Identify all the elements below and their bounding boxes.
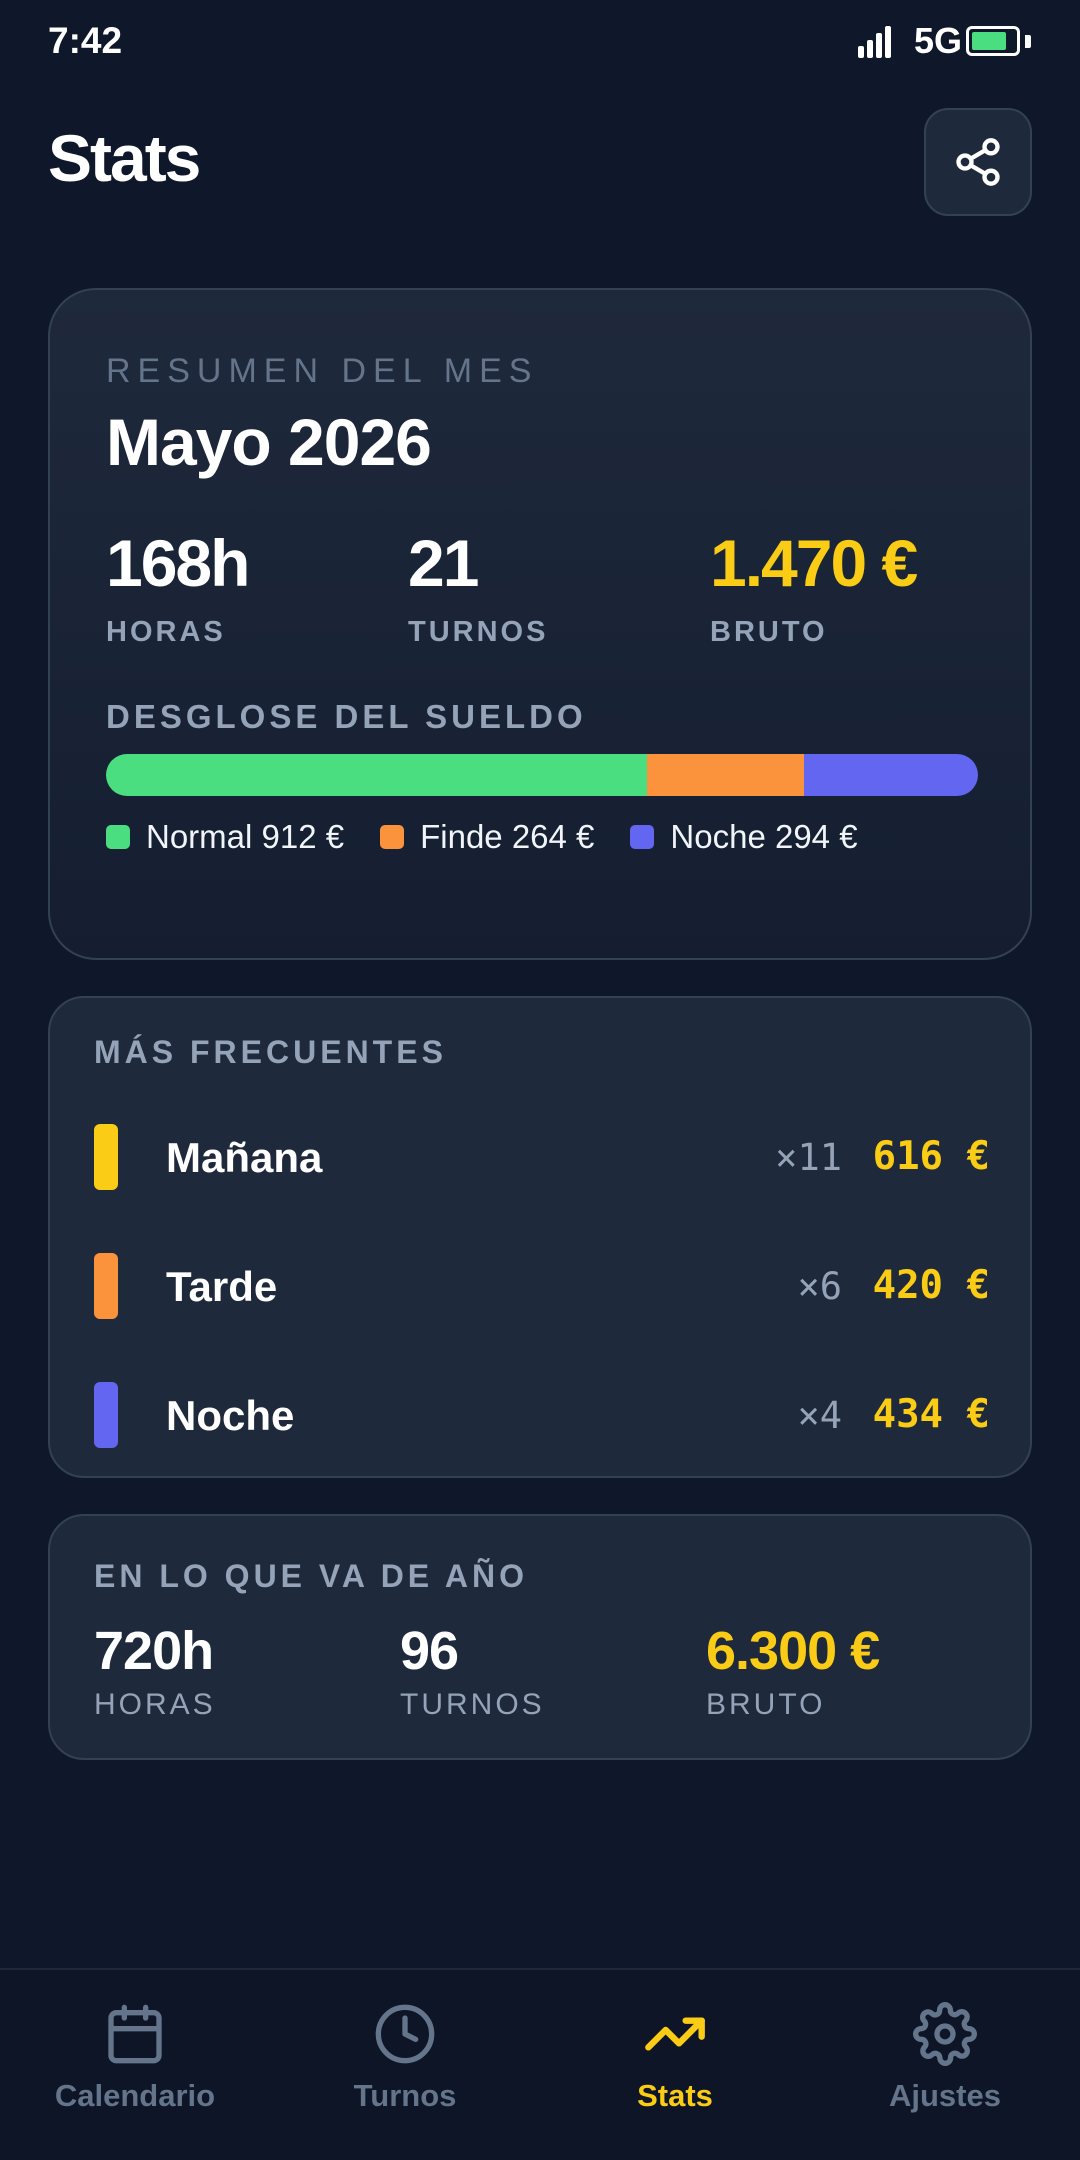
frequent-title: MÁS FRECUENTES	[94, 1034, 447, 1070]
legend-item-night: Noche 294 €	[630, 818, 858, 856]
year-summary-card: EN LO QUE VA DE AÑO 720h HORAS 96 TURNOS…	[48, 1514, 1032, 1760]
legend-label: Normal 912 €	[146, 818, 345, 855]
stat-label: HORAS	[94, 1688, 216, 1721]
stat-label: HORAS	[106, 616, 226, 648]
status-bar: 7:42 5G	[0, 0, 1080, 84]
nav-label: Ajustes	[889, 2078, 1001, 2113]
legend-label: Noche 294 €	[670, 818, 858, 855]
pay-segment-normal	[106, 754, 647, 796]
month-stat-hours: 168h HORAS	[106, 526, 250, 649]
year-stat-hours: 720h HORAS	[94, 1624, 216, 1722]
breakdown-legend: Normal 912 € Finde 264 € Noche 294 €	[106, 818, 894, 856]
stat-label: TURNOS	[400, 1688, 545, 1721]
shift-count: ×4	[797, 1394, 842, 1437]
month-summary-card: RESUMEN DEL MES Mayo 2026 168h HORAS 21 …	[48, 288, 1032, 960]
month-stat-gross: 1.470 € BRUTO	[710, 526, 918, 649]
battery-tip	[1025, 35, 1031, 48]
pay-segment-night	[803, 754, 978, 796]
stat-label: BRUTO	[710, 616, 828, 648]
bottom-nav: Calendario Turnos Stats Ajustes	[0, 1968, 1080, 2160]
shift-amount: 420 €	[872, 1263, 990, 1308]
nav-item-stats[interactable]: Stats	[540, 1970, 810, 2160]
shift-row-afternoon[interactable]: Tarde ×6 420 €	[94, 1247, 990, 1327]
shift-amount: 434 €	[872, 1392, 990, 1437]
stat-value: 21	[408, 526, 479, 600]
page-title: Stats	[48, 121, 201, 195]
signal-icon	[858, 26, 892, 58]
shift-color-bar	[94, 1253, 118, 1319]
nav-item-settings[interactable]: Ajustes	[810, 1970, 1080, 2160]
shift-count: ×6	[797, 1265, 842, 1308]
legend-item-weekend: Finde 264 €	[380, 818, 594, 856]
legend-item-normal: Normal 912 €	[106, 818, 344, 856]
status-time: 7:42	[48, 20, 123, 61]
stat-label: TURNOS	[408, 616, 549, 648]
gear-icon	[913, 2002, 977, 2066]
stat-value: 1.470 €	[710, 526, 918, 600]
nav-label: Stats	[637, 2078, 713, 2113]
shift-name: Tarde	[166, 1263, 278, 1310]
nav-item-shifts[interactable]: Turnos	[270, 1970, 540, 2160]
legend-label: Finde 264 €	[420, 818, 595, 855]
share-icon	[956, 138, 1000, 186]
shift-color-bar	[94, 1382, 118, 1448]
stat-value: 6.300 €	[706, 1621, 880, 1681]
calendar-icon	[108, 2004, 162, 2064]
shift-name: Noche	[166, 1392, 295, 1439]
shift-color-bar	[94, 1124, 118, 1190]
year-stat-shifts: 96 TURNOS	[400, 1624, 545, 1722]
network-label: 5G	[914, 20, 963, 61]
month-stat-shifts: 21 TURNOS	[408, 530, 548, 649]
legend-swatch	[106, 825, 130, 849]
stat-label: BRUTO	[706, 1688, 826, 1721]
pay-breakdown-bar	[106, 754, 978, 796]
month-kicker: RESUMEN DEL MES	[106, 352, 539, 390]
year-stat-gross: 6.300 € BRUTO	[706, 1621, 880, 1722]
legend-swatch	[630, 825, 655, 849]
stat-value: 96	[400, 1621, 459, 1681]
share-button[interactable]	[924, 108, 1032, 216]
month-title: Mayo 2026	[106, 405, 432, 479]
shift-name: Mañana	[166, 1134, 323, 1181]
legend-swatch	[380, 825, 405, 849]
stat-value: 720h	[94, 1621, 214, 1681]
pay-segment-weekend	[646, 754, 804, 796]
year-title: EN LO QUE VA DE AÑO	[94, 1558, 528, 1594]
shift-count: ×11	[775, 1136, 842, 1179]
stat-value: 168h	[106, 526, 250, 600]
trending-up-icon	[645, 2017, 705, 2051]
clock-icon	[375, 2004, 435, 2064]
frequent-shifts-card: MÁS FRECUENTES Mañana ×11 616 € Tarde ×6…	[48, 996, 1032, 1478]
shift-amount: 616 €	[872, 1134, 990, 1179]
nav-label: Calendario	[54, 2078, 216, 2113]
shift-row-night[interactable]: Noche ×4 434 €	[94, 1376, 990, 1456]
nav-label: Turnos	[353, 2078, 457, 2113]
battery-icon	[966, 26, 1020, 56]
nav-item-calendar[interactable]: Calendario	[0, 1970, 270, 2160]
breakdown-title: DESGLOSE DEL SUELDO	[106, 698, 587, 735]
shift-row-morning[interactable]: Mañana ×11 616 €	[94, 1118, 990, 1198]
